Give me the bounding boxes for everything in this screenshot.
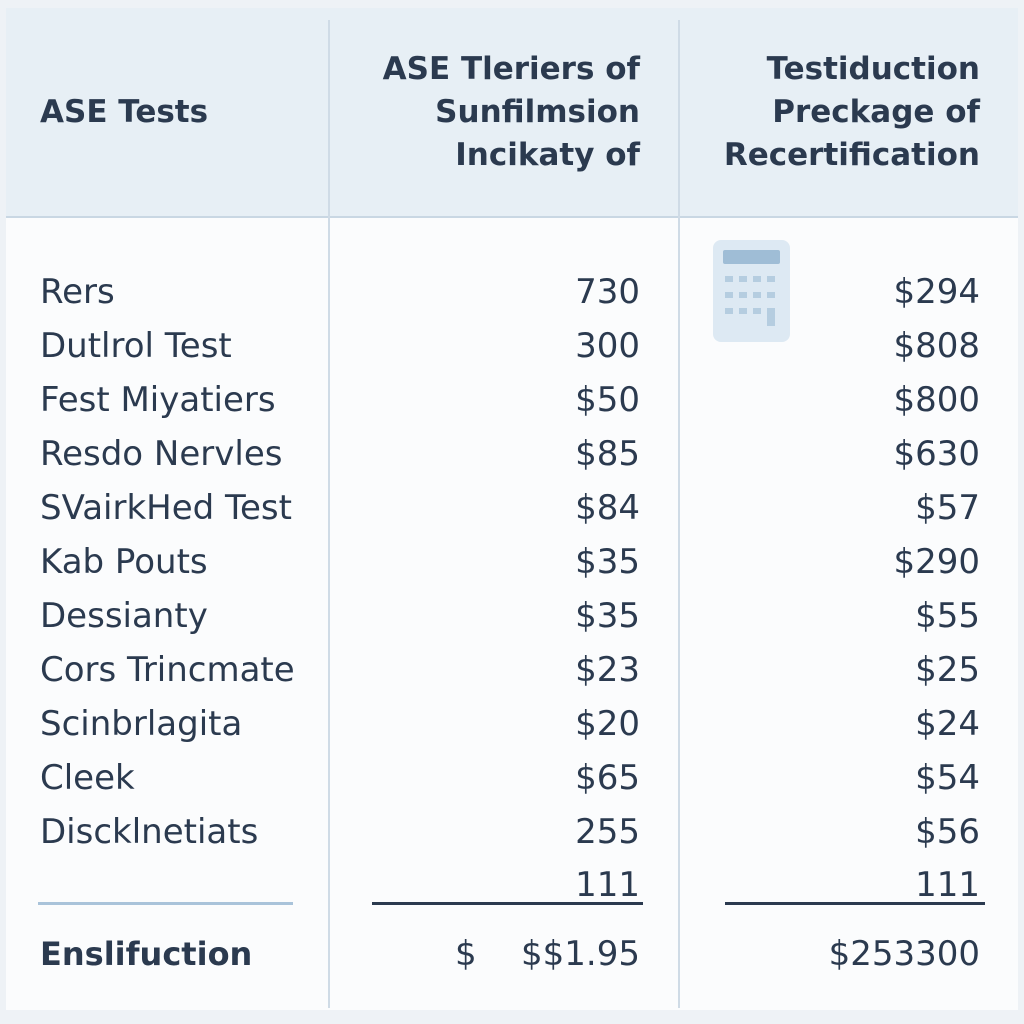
row-label: Resdo Nervles — [40, 434, 283, 474]
cell-value: 255 — [575, 812, 640, 852]
cell-value: $56 — [915, 812, 980, 852]
subtotal-value: 111 — [575, 865, 640, 905]
cell-value: $55 — [915, 596, 980, 636]
subtotal-rule — [38, 902, 293, 905]
total-currency: $ — [455, 934, 477, 974]
header-text: Preckage of — [772, 93, 980, 130]
column-divider — [328, 20, 330, 1008]
row-label: Fest Miyatiers — [40, 380, 276, 420]
cell-value: $23 — [575, 650, 640, 690]
subtotal-value: 111 — [915, 865, 980, 905]
total-value: $$1.95 — [521, 934, 640, 974]
row-label: Kab Pouts — [40, 542, 208, 582]
cell-value: $85 — [575, 434, 640, 474]
row-label: Dessianty — [40, 596, 208, 636]
row-label: Cors Trincmate — [40, 650, 295, 690]
row-label: Rers — [40, 272, 115, 312]
row-label: Scinbrlagita — [40, 704, 243, 744]
cell-value: $808 — [893, 326, 980, 366]
cell-value: $20 — [575, 704, 640, 744]
row-label: Cleek — [40, 758, 135, 798]
cell-value: $50 — [575, 380, 640, 420]
cell-value: $630 — [893, 434, 980, 474]
row-label: Dutlrol Test — [40, 326, 232, 366]
header-text: Incikaty of — [455, 136, 640, 173]
header-text: ASE Tleriers of — [382, 50, 640, 87]
header-text: Sunfilmsion — [435, 93, 640, 130]
row-label: Discklnetiats — [40, 812, 259, 852]
cell-value: $65 — [575, 758, 640, 798]
subtotal-rule — [372, 902, 643, 905]
header-text: Testiduction — [766, 50, 980, 87]
column-divider — [678, 20, 680, 1008]
cell-value: $84 — [575, 488, 640, 528]
total-value: $253300 — [828, 934, 980, 974]
header-text: ASE Tests — [40, 93, 209, 130]
total-label: Enslifuction — [40, 935, 253, 973]
cell-value: 730 — [575, 272, 640, 312]
cell-value: $35 — [575, 596, 640, 636]
subtotal-rule — [725, 902, 985, 905]
cell-value: $25 — [915, 650, 980, 690]
cell-value: $800 — [893, 380, 980, 420]
row-label: SVairkHed Test — [40, 488, 292, 528]
header-band — [6, 8, 1018, 218]
cell-value: $57 — [915, 488, 980, 528]
cell-value: $290 — [893, 542, 980, 582]
cell-value: $35 — [575, 542, 640, 582]
cell-value: $294 — [893, 272, 980, 312]
cell-value: $54 — [915, 758, 980, 798]
cell-value: $24 — [915, 704, 980, 744]
calculator-icon — [713, 240, 790, 342]
header-text: Recertification — [723, 136, 980, 173]
cell-value: 300 — [575, 326, 640, 366]
